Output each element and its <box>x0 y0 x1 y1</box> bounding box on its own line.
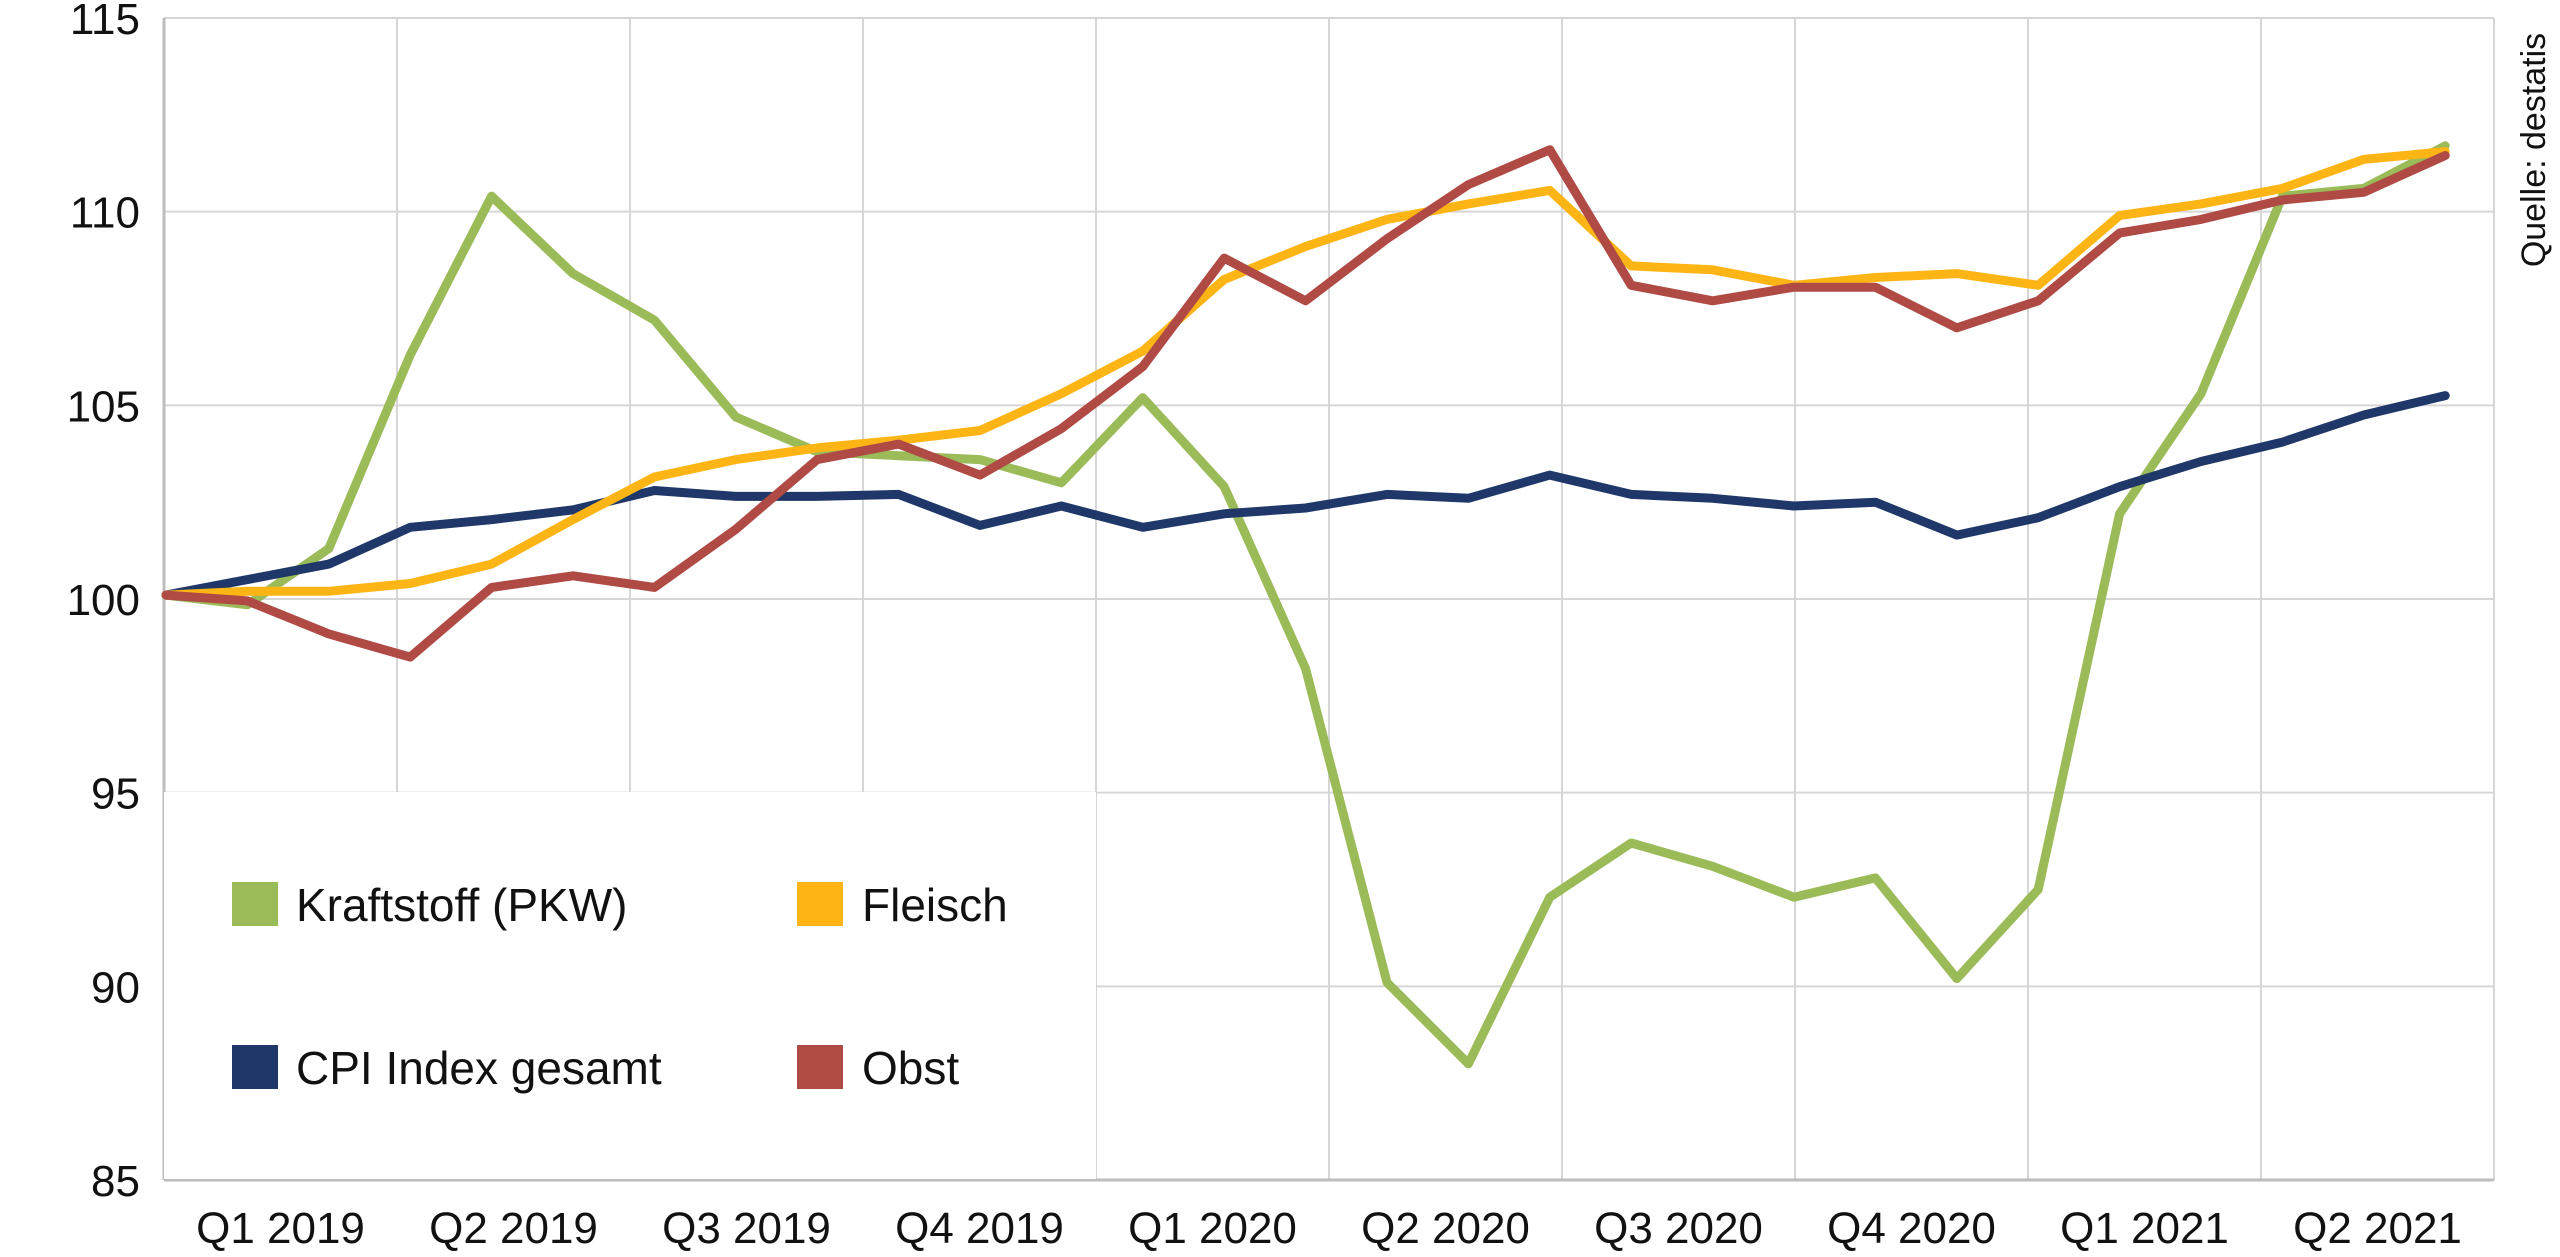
legend-item: Fleisch <box>797 879 1008 931</box>
x-tick-label: Q1 2019 <box>196 1204 365 1253</box>
legend-swatch-cpi <box>232 1045 278 1089</box>
x-tick-label: Q2 2020 <box>1361 1204 1530 1253</box>
legend-label: Obst <box>862 1042 959 1094</box>
series-lines <box>161 141 2450 1069</box>
x-tick-label: Q3 2019 <box>662 1204 831 1253</box>
legend-item: Kraftstoff (PKW) <box>232 879 627 931</box>
series-line-cpi-index-gesamt <box>161 391 2450 600</box>
y-tick-label: 115 <box>70 0 140 44</box>
x-tick-label: Q2 2019 <box>429 1204 598 1253</box>
legend-item: CPI Index gesamt <box>232 1042 662 1094</box>
legend: Kraftstoff (PKW) Fleisch CPI Index gesam… <box>232 879 1008 1094</box>
legend-swatch-fleisch <box>797 882 843 926</box>
legend-swatch-kraftstoff <box>232 882 278 926</box>
source-note: Quelle: destatis <box>2515 33 2553 267</box>
y-tick-label: 105 <box>67 382 140 431</box>
x-tick-label: Q4 2020 <box>1827 1204 1996 1253</box>
legend-label: Kraftstoff (PKW) <box>296 879 627 931</box>
y-tick-label: 85 <box>91 1157 140 1206</box>
x-tick-label: Q3 2020 <box>1594 1204 1763 1253</box>
y-tick-label: 100 <box>67 576 140 625</box>
x-tick-label: Q1 2020 <box>1128 1204 1297 1253</box>
legend-label: Fleisch <box>862 879 1008 931</box>
grid <box>162 17 2495 1182</box>
legend-background <box>164 792 1096 1179</box>
y-axis: 85 90 95 100 105 110 115 <box>67 0 140 1206</box>
y-tick-label: 95 <box>91 770 140 819</box>
legend-swatch-obst <box>797 1045 843 1089</box>
x-tick-label: Q1 2021 <box>2060 1204 2229 1253</box>
legend-label: CPI Index gesamt <box>296 1042 662 1094</box>
x-tick-label: Q2 2021 <box>2293 1204 2462 1253</box>
series-line-fleisch <box>161 147 2450 600</box>
x-axis: Q1 2019 Q2 2019 Q3 2019 Q4 2019 Q1 2020 Q2 20… <box>196 1204 2462 1253</box>
legend-item: Obst <box>797 1042 959 1094</box>
x-tick-label: Q4 2019 <box>895 1204 1064 1253</box>
y-tick-label: 90 <box>91 963 140 1012</box>
y-tick-label: 110 <box>70 189 140 238</box>
